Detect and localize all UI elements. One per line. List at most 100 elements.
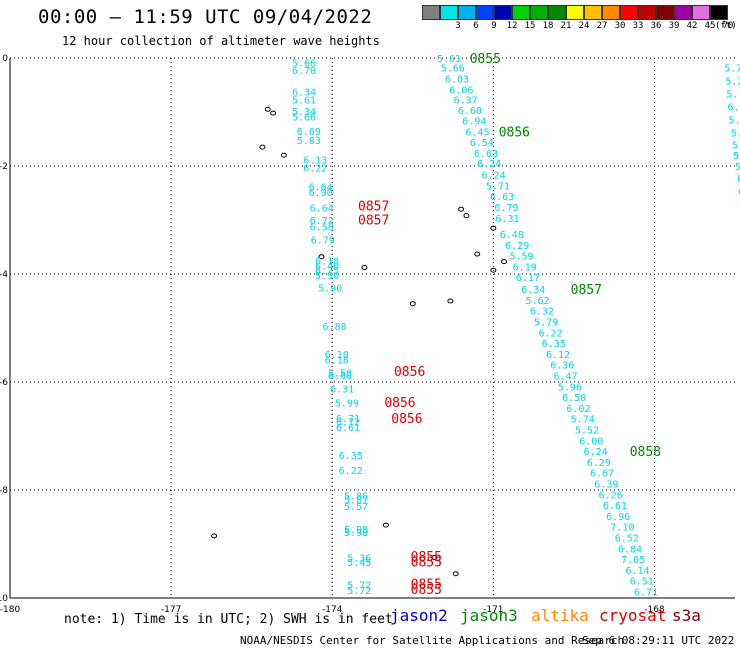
swh-value-label: 5.66 [292,58,316,69]
swh-value-label: 5.8 [735,162,740,173]
satellite-legend-altika: altika [531,606,589,625]
generated-timestamp: Sep 6 08:29:11 UTC 2022 [582,634,735,647]
swh-value-label: 6.63 [490,192,514,203]
swh-value-label: 6.14 [625,566,649,577]
swh-value-label: 6.26 [599,490,623,501]
swh-value-label: 6.72 [336,417,360,428]
swh-value-label: 5.85 [731,129,740,140]
legend-swatch-label: 24 [578,21,590,31]
swh-value-label: 5.72 [726,90,740,101]
swh-value-label: 5.86 [344,491,368,502]
swh-value-label: 6.22 [538,328,562,339]
swh-value-label: 6.88 [323,322,347,333]
swh-value-label: 5.66 [441,64,465,75]
swh-value-label: 6.61 [336,423,360,434]
swh-value-label: 5.96 [315,271,339,282]
pass-time-label: 0856 [499,125,530,140]
swh-value-label: 6.32 [530,307,554,318]
swh-value-label: 6.35 [542,339,566,350]
swh-value-label: 5.62 [526,296,550,307]
swh-value-label: 6.64 [310,204,334,215]
swh-value-label: 6.34 [292,87,316,98]
island-outline [447,298,454,304]
island-outline [452,571,459,577]
swh-value-label: 6.18 [325,355,349,366]
satellite-legend-jason3: jason3 [460,606,518,625]
island-outline [264,106,271,112]
island-outline [280,152,287,158]
swh-value-label: 6.31 [495,214,519,225]
swh-value-label: 6.1 [738,187,740,198]
island-outline [458,206,465,212]
swh-value-label: 6.10 [325,350,349,361]
island-outline [270,110,277,116]
island-outline [318,254,325,260]
legend-swatch-label: 18 [542,21,554,31]
pass-time-label: 0857 [358,199,389,214]
x-tick-label: -168 [644,605,665,615]
map-subtitle: 12 hour collection of altimeter wave hei… [62,34,380,48]
swh-value-label: 6.71 [634,588,658,599]
swh-value-label: 6.31 [330,384,354,395]
legend-swatch-label: 9 [491,21,497,31]
pass-time-label: 0856 [391,412,422,427]
swh-value-label: 5.96 [558,382,582,393]
swh-value-label: 6.50 [562,393,586,404]
swh-value-label: 6.18 [315,257,339,268]
legend-swatch-label: 33 [632,21,644,31]
swh-value-label: 6.60 [328,371,352,382]
island-outline [474,251,481,257]
legend-swatch [638,5,656,20]
satellite-legend-s3a: s3a [672,606,701,625]
island-outline [431,555,438,560]
swh-value-label: 6.39 [594,480,618,491]
swh-value-label: 6.22 [339,466,363,477]
swh-value-label: 6.90 [309,188,333,199]
legend-swatch-label: 3 [455,21,461,31]
swh-value-label: 6.58 [310,222,334,233]
swh-value-label: 6.03 [445,75,469,86]
legend-swatch [476,5,494,20]
legend-swatch [674,5,692,20]
y-tick-label: -2 [0,162,8,172]
swh-value-label: 6.70 [292,66,316,77]
x-tick-label: -180 [0,605,20,615]
satellite-legend-jason2: jason2 [390,606,448,625]
color-legend [422,5,728,20]
swh-value-label: 5.77 [724,64,740,75]
legend-swatch [548,5,566,20]
swh-value-label: 6.60 [458,106,482,117]
island-outline [361,265,368,271]
y-tick-label: 0 [2,54,8,64]
swh-value-label: 5.48 [729,116,740,127]
swh-value-label: 6.63 [474,149,498,160]
swh-value-label: 5.79 [534,318,558,329]
legend-swatch-label: 36 [650,21,662,31]
legend-swatch [530,5,548,20]
credit-text: NOAA/NESDIS Center for Satellite Applica… [240,634,625,647]
footer-note: note: 1) Time is in UTC; 2) SWH is in fe… [64,612,393,627]
swh-value-label: 5.38 [733,151,740,162]
swh-value-label: 6.51 [630,577,654,588]
swh-value-label: 5.90 [318,284,342,295]
swh-value-label: 5.71 [486,181,510,192]
swh-value-label: 5.98 [344,525,368,536]
swh-value-label: 6.24 [477,159,501,170]
y-tick-label: -8 [0,486,8,496]
swh-value-label: 6.79 [494,203,518,214]
legend-swatch-label: 6 [473,21,479,31]
swh-value-label: 6.72 [310,216,334,227]
island-outline [382,522,389,528]
legend-swatch-label: 39 [668,21,680,31]
swh-value-label: 5.59 [509,252,533,263]
legend-swatch-label: 42 [686,21,698,31]
swh-value-label: 5.87 [344,496,368,507]
legend-swatch [656,5,674,20]
y-tick-label: -6 [0,378,8,388]
swh-value-label: 6.13 [303,156,327,167]
legend-swatch [494,5,512,20]
swh-value-label: 6.34 [521,285,545,296]
legend-swatch [440,5,458,20]
swh-value-label: 5.83 [297,136,321,147]
legend-swatch [512,5,530,20]
